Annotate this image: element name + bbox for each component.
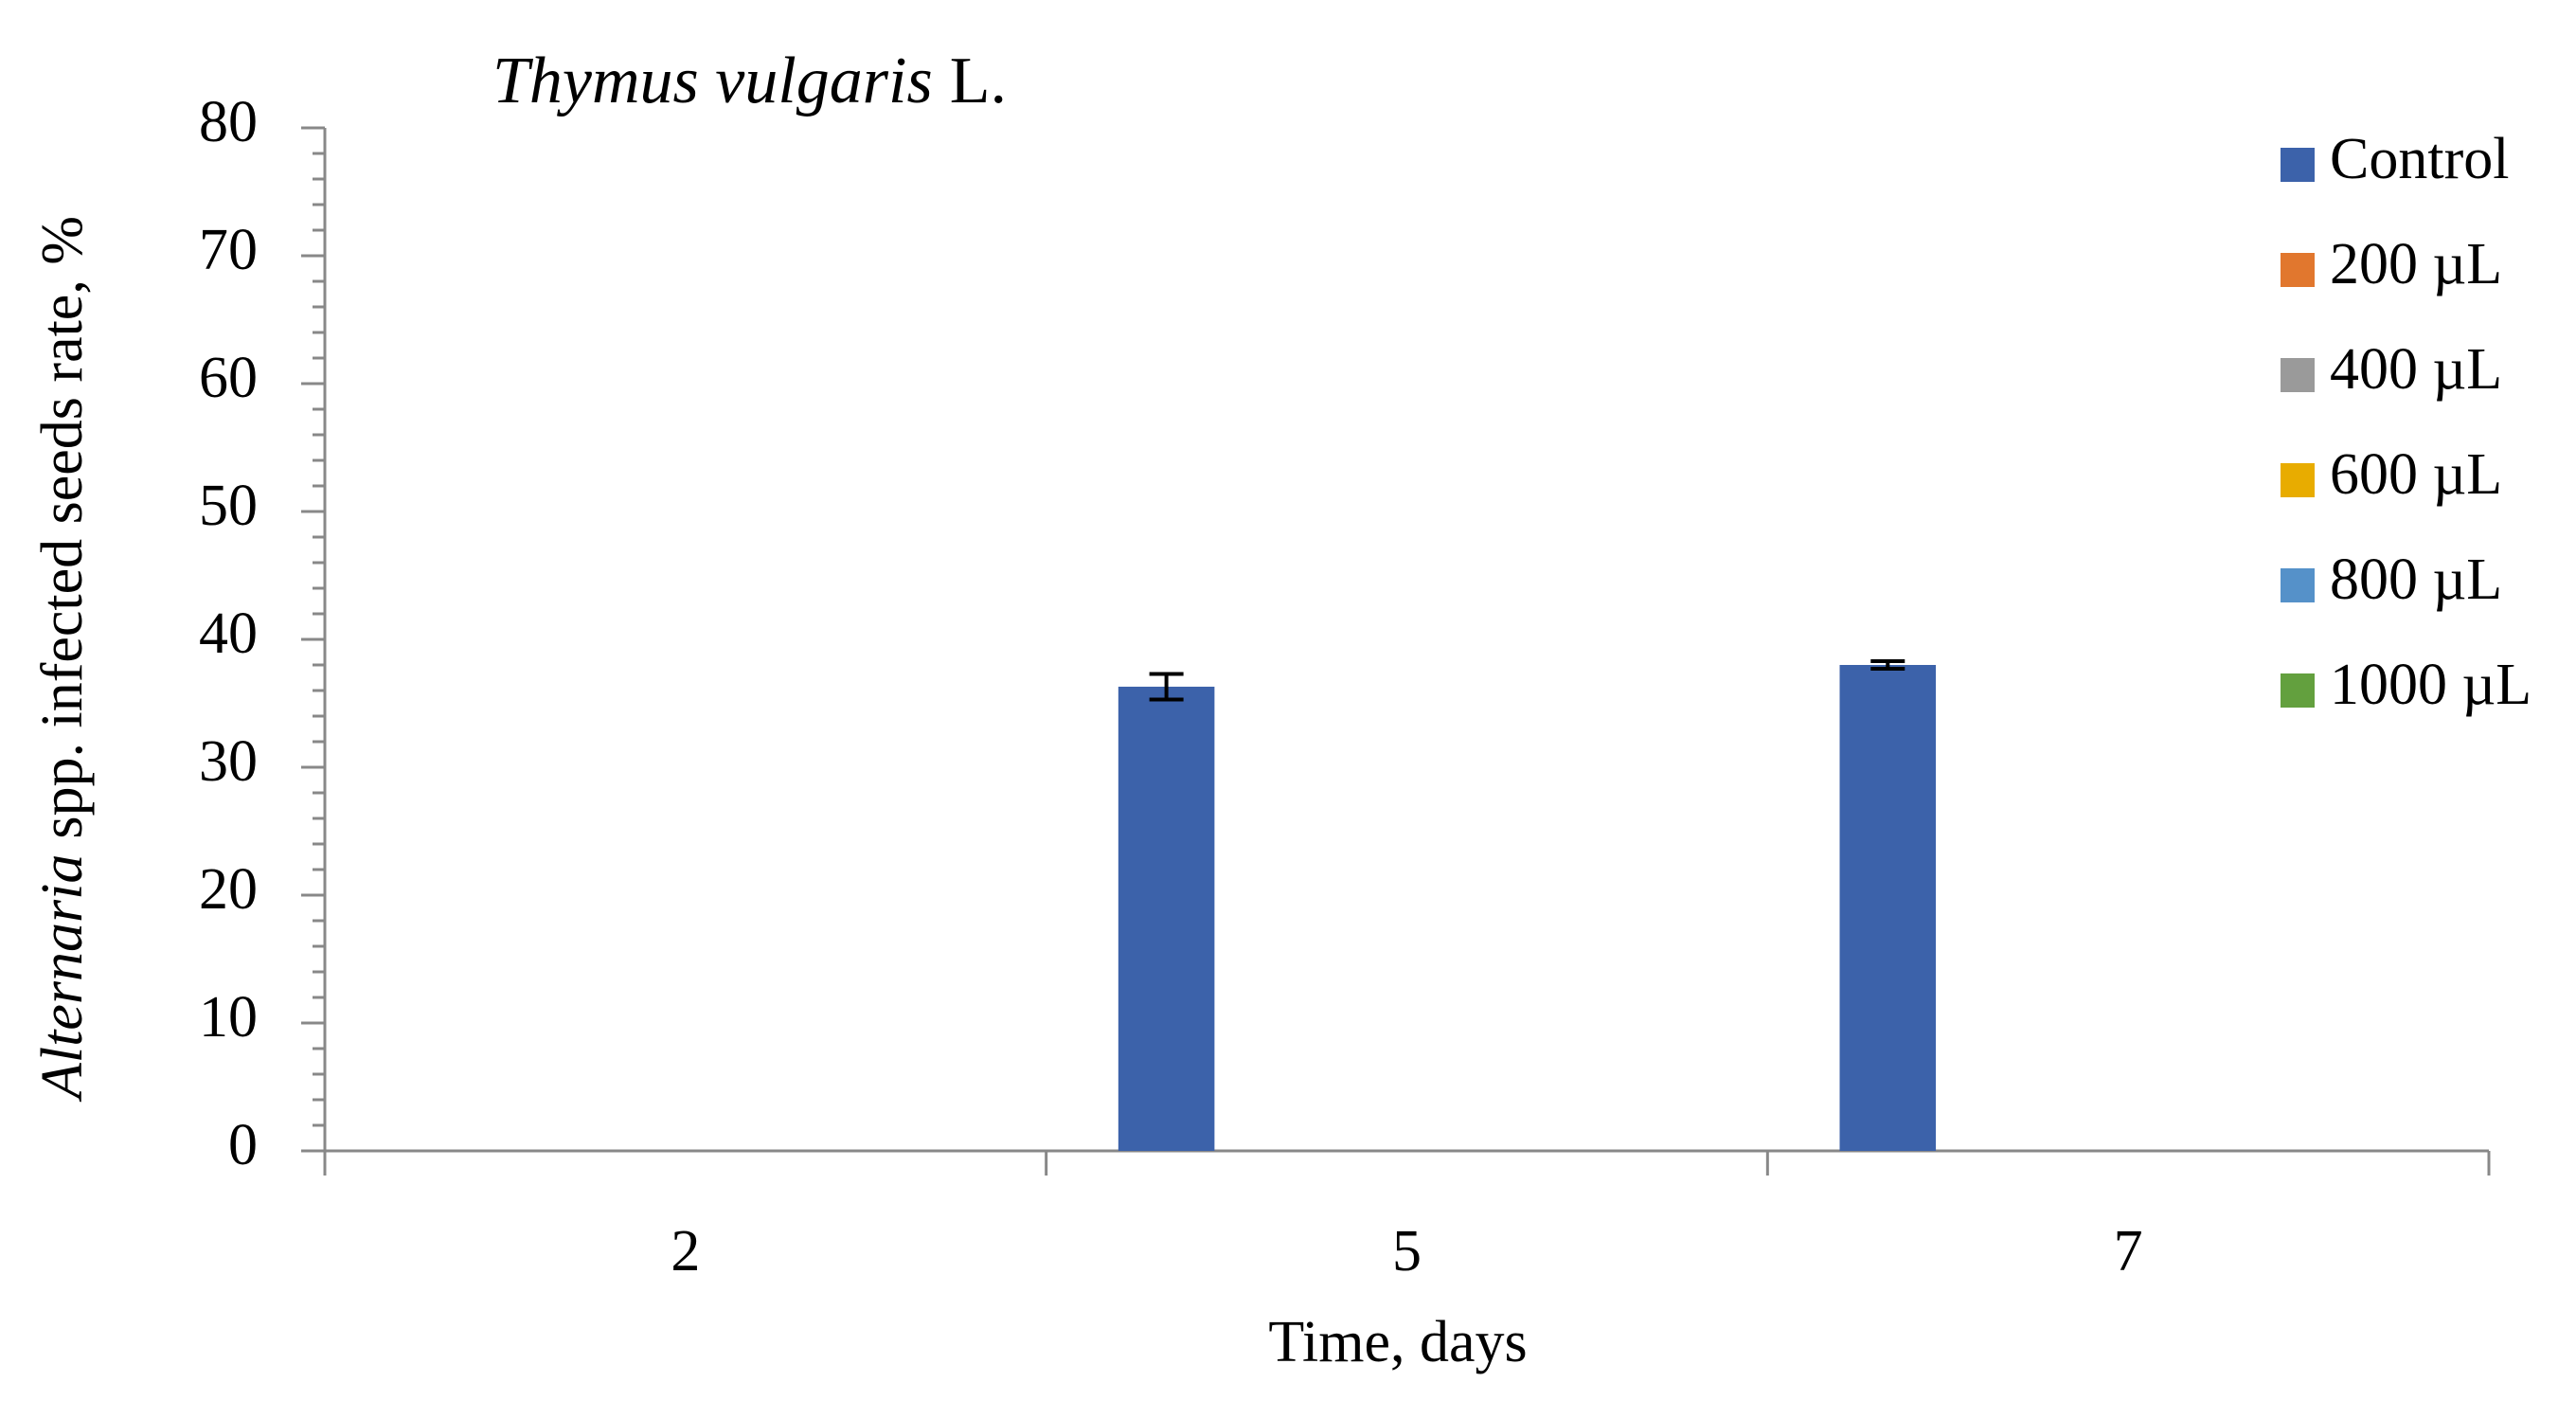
legend-swatch xyxy=(2281,673,2315,708)
y-label-plain: spp. infected seeds rate, % xyxy=(30,216,95,839)
legend-label: 1000 µL xyxy=(2330,653,2531,717)
legend-swatch xyxy=(2281,358,2315,392)
legend-label: 200 µL xyxy=(2330,232,2502,296)
y-tick-label: 30 xyxy=(199,729,258,794)
legend-swatch xyxy=(2281,463,2315,497)
chart-title: Thymus vulgaris L. xyxy=(492,45,1007,117)
title-italic: Thymus vulgaris xyxy=(492,45,933,117)
y-tick-label: 80 xyxy=(199,90,258,154)
y-tick-label: 50 xyxy=(199,474,258,538)
legend-swatch xyxy=(2281,253,2315,287)
title-plain: L. xyxy=(950,45,1007,117)
error-bar xyxy=(1149,672,1184,702)
y-tick-label: 40 xyxy=(199,601,258,666)
y-tick-label: 0 xyxy=(228,1113,258,1177)
legend-swatch xyxy=(2281,568,2315,602)
x-tick-label: 7 xyxy=(2114,1219,2143,1283)
bar xyxy=(1118,686,1215,1151)
legend-label: 600 µL xyxy=(2330,442,2502,507)
legend-swatch xyxy=(2281,148,2315,182)
x-tick-label: 5 xyxy=(1392,1219,1422,1283)
y-tick-label: 20 xyxy=(199,857,258,922)
y-label-italic: Alternaria xyxy=(30,854,95,1103)
x-tick-label: 2 xyxy=(671,1219,700,1283)
legend-label: 800 µL xyxy=(2330,547,2502,612)
x-axis-label: Time, days xyxy=(1268,1310,1527,1374)
y-axis-label: Alternaria spp. infected seeds rate, % xyxy=(30,216,95,1103)
y-tick-label: 10 xyxy=(199,985,258,1050)
bar xyxy=(1839,665,1937,1151)
error-bar xyxy=(1870,658,1905,672)
legend-label: 400 µL xyxy=(2330,337,2502,402)
y-tick-label: 70 xyxy=(199,218,258,282)
y-tick-label: 60 xyxy=(199,346,258,410)
legend-label: Control xyxy=(2330,127,2509,191)
